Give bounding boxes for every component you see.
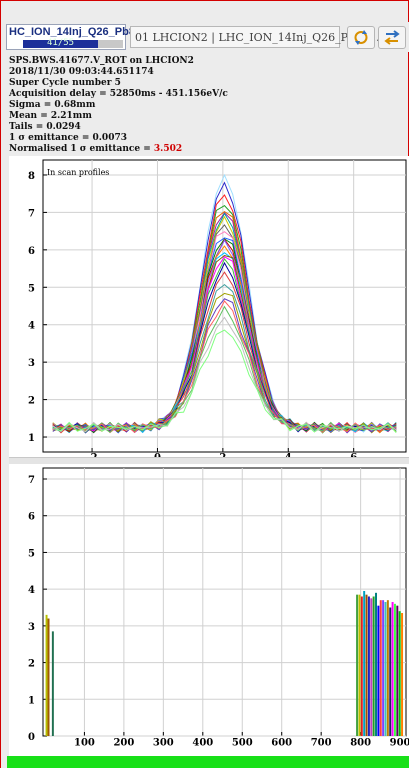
mean-value: Mean = 2.21mm: [9, 111, 92, 121]
emittance-value: 1 σ emittance = 0.0073: [9, 133, 127, 143]
bar: [391, 602, 394, 736]
tab-bar: HC_ION_14Inj_Q26_Pb8... 41/55 01 LHCION2…: [2, 22, 409, 52]
tab-second-cycle[interactable]: 01 LHCION2 | LHC_ION_14Inj_Q26_Pb82...: [130, 26, 380, 48]
acquisition-delay: Acquisition delay = 52850ms - 451.156eV/…: [9, 89, 228, 99]
y-tick-label: 2: [28, 396, 35, 407]
bar: [356, 594, 359, 736]
progress-text: 41/55: [47, 38, 75, 48]
measurement-info: SPS.BWS.41677.V_ROT on LHCION2 2018/11/3…: [9, 56, 404, 155]
bar: [396, 605, 399, 736]
profile-chart[interactable]: -2024612345678In scan profiles: [9, 156, 409, 463]
x-tick-label: 100: [74, 737, 95, 748]
y-tick-label: 6: [28, 512, 35, 523]
super-cycle: Super Cycle number 5: [9, 78, 121, 88]
x-tick-label: 500: [232, 737, 253, 748]
y-tick-label: 3: [28, 622, 35, 633]
bar: [398, 611, 401, 736]
bar-chart[interactable]: 100 200 300 400 500 600 700 800 900 0 1 2 3 4 5 6 7: [9, 464, 409, 756]
progress-fill: [23, 40, 98, 48]
bar: [386, 600, 389, 736]
bar: [47, 618, 50, 736]
x-tick-label: 700: [311, 737, 332, 748]
bar: [45, 614, 48, 736]
refresh-icon: [354, 30, 368, 45]
y-tick-label: 8: [28, 171, 35, 182]
y-tick-label: 7: [28, 208, 35, 219]
y-tick-label: 2: [28, 659, 35, 670]
normalised-emittance-label: Normalised 1 σ emittance =: [9, 144, 154, 154]
y-tick-label: 6: [28, 246, 35, 257]
tails-value: Tails = 0.0294: [9, 122, 81, 132]
status-bar: [7, 756, 409, 768]
bar: [382, 600, 385, 736]
y-tick-label: 0: [28, 732, 35, 743]
x-tick-label: 200: [113, 737, 134, 748]
y-tick-label: 7: [28, 475, 35, 486]
bar: [365, 594, 368, 736]
profile-series-line: [52, 316, 397, 433]
y-tick-label: 4: [28, 585, 35, 596]
bar: [384, 602, 387, 736]
y-tick-label: 5: [28, 548, 35, 559]
y-tick-label: 4: [28, 321, 35, 332]
device-name: SPS.BWS.41677.V_ROT on LHCION2: [9, 56, 194, 66]
refresh-button[interactable]: [347, 26, 375, 49]
tab-active-cycle[interactable]: HC_ION_14Inj_Q26_Pb8... 41/55: [6, 24, 144, 50]
tab-second-label: 01 LHCION2 | LHC_ION_14Inj_Q26_Pb82...: [135, 31, 380, 44]
bar: [379, 600, 382, 736]
bar: [372, 596, 375, 736]
profile-chart-panel[interactable]: -2024612345678In scan profiles: [9, 156, 409, 463]
bar: [367, 596, 370, 736]
tab-label: HC_ION_14Inj_Q26_Pb8...: [9, 26, 145, 38]
bar: [370, 598, 373, 736]
bar: [393, 603, 396, 736]
bar: [375, 592, 377, 736]
x-tick-label: 600: [271, 737, 292, 748]
y-tick-label: 3: [28, 358, 35, 369]
x-tick-label: 800: [350, 737, 371, 748]
split-pane-divider[interactable]: [9, 457, 409, 471]
bar: [363, 590, 366, 736]
plot-area: [42, 467, 407, 737]
swap-button[interactable]: [378, 26, 406, 49]
bar: [360, 596, 363, 736]
acquisition-timestamp: 2018/11/30 09:03:44.651174: [9, 67, 154, 77]
x-tick-label: 900: [390, 737, 409, 748]
bar: [51, 631, 54, 736]
y-tick-label: 1: [28, 695, 35, 706]
sigma-value: Sigma = 0.68mm: [9, 100, 96, 110]
x-tick-label: 400: [192, 737, 213, 748]
normalised-emittance-value: 3.502: [153, 144, 183, 154]
profile-series-line: [52, 252, 397, 434]
x-tick-label: 300: [153, 737, 174, 748]
profile-series-line: [52, 298, 397, 434]
swap-icon: [384, 30, 400, 45]
acquisition-progress: 41/55: [23, 38, 123, 48]
normalised-emittance: Normalised 1 σ emittance = 3.502: [9, 144, 404, 155]
bar: [358, 594, 361, 736]
bar: [377, 605, 380, 736]
profile-series-line: [52, 329, 397, 433]
y-tick-label: 1: [28, 433, 35, 444]
y-tick-label: 5: [28, 283, 35, 294]
chart-annotation: In scan profiles: [47, 168, 109, 177]
bar: [389, 607, 392, 736]
bar: [401, 613, 404, 736]
bar-chart-panel[interactable]: 100 200 300 400 500 600 700 800 900 0 1 2 3 4 5 6 7: [9, 464, 409, 756]
